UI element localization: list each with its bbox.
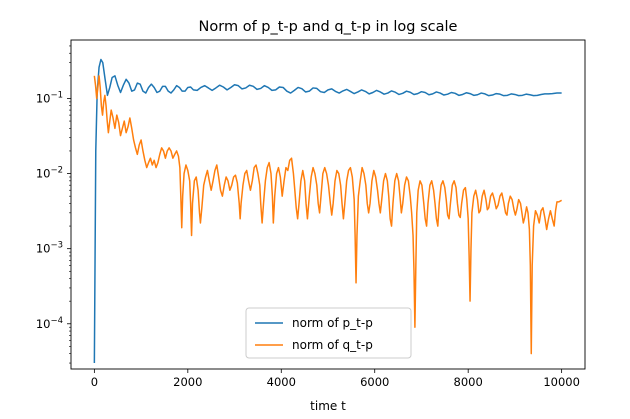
y-tick-label: 10−1 bbox=[36, 90, 63, 105]
x-tick-label: 10000 bbox=[543, 375, 580, 389]
y-axis: 10−4 10−3 10−2 10−1 bbox=[36, 45, 71, 364]
legend-label-p: norm of p_t-p bbox=[292, 316, 373, 330]
x-tick-label: 0 bbox=[91, 375, 98, 389]
x-tick-label: 4000 bbox=[267, 375, 296, 389]
legend: norm of p_t-p norm of q_t-p bbox=[245, 307, 412, 359]
x-axis-label: time t bbox=[310, 399, 346, 413]
plot-frame bbox=[70, 39, 586, 370]
series-line-p bbox=[93, 58, 562, 364]
x-tick-label: 6000 bbox=[360, 375, 389, 389]
series-line-q bbox=[93, 75, 562, 355]
chart-title: Norm of p_t-p and q_t-p in log scale bbox=[199, 19, 458, 35]
legend-label-q: norm of q_t-p bbox=[292, 338, 373, 352]
x-axis: 0 2000 4000 6000 8000 10000 bbox=[91, 369, 580, 389]
y-tick-label: 10−4 bbox=[36, 316, 63, 331]
x-tick-label: 2000 bbox=[173, 375, 202, 389]
legend-box bbox=[245, 307, 412, 359]
series-layer bbox=[93, 58, 562, 364]
y-tick-label: 10−3 bbox=[36, 241, 63, 256]
x-tick-label: 8000 bbox=[454, 375, 483, 389]
y-tick-label: 10−2 bbox=[36, 166, 63, 181]
